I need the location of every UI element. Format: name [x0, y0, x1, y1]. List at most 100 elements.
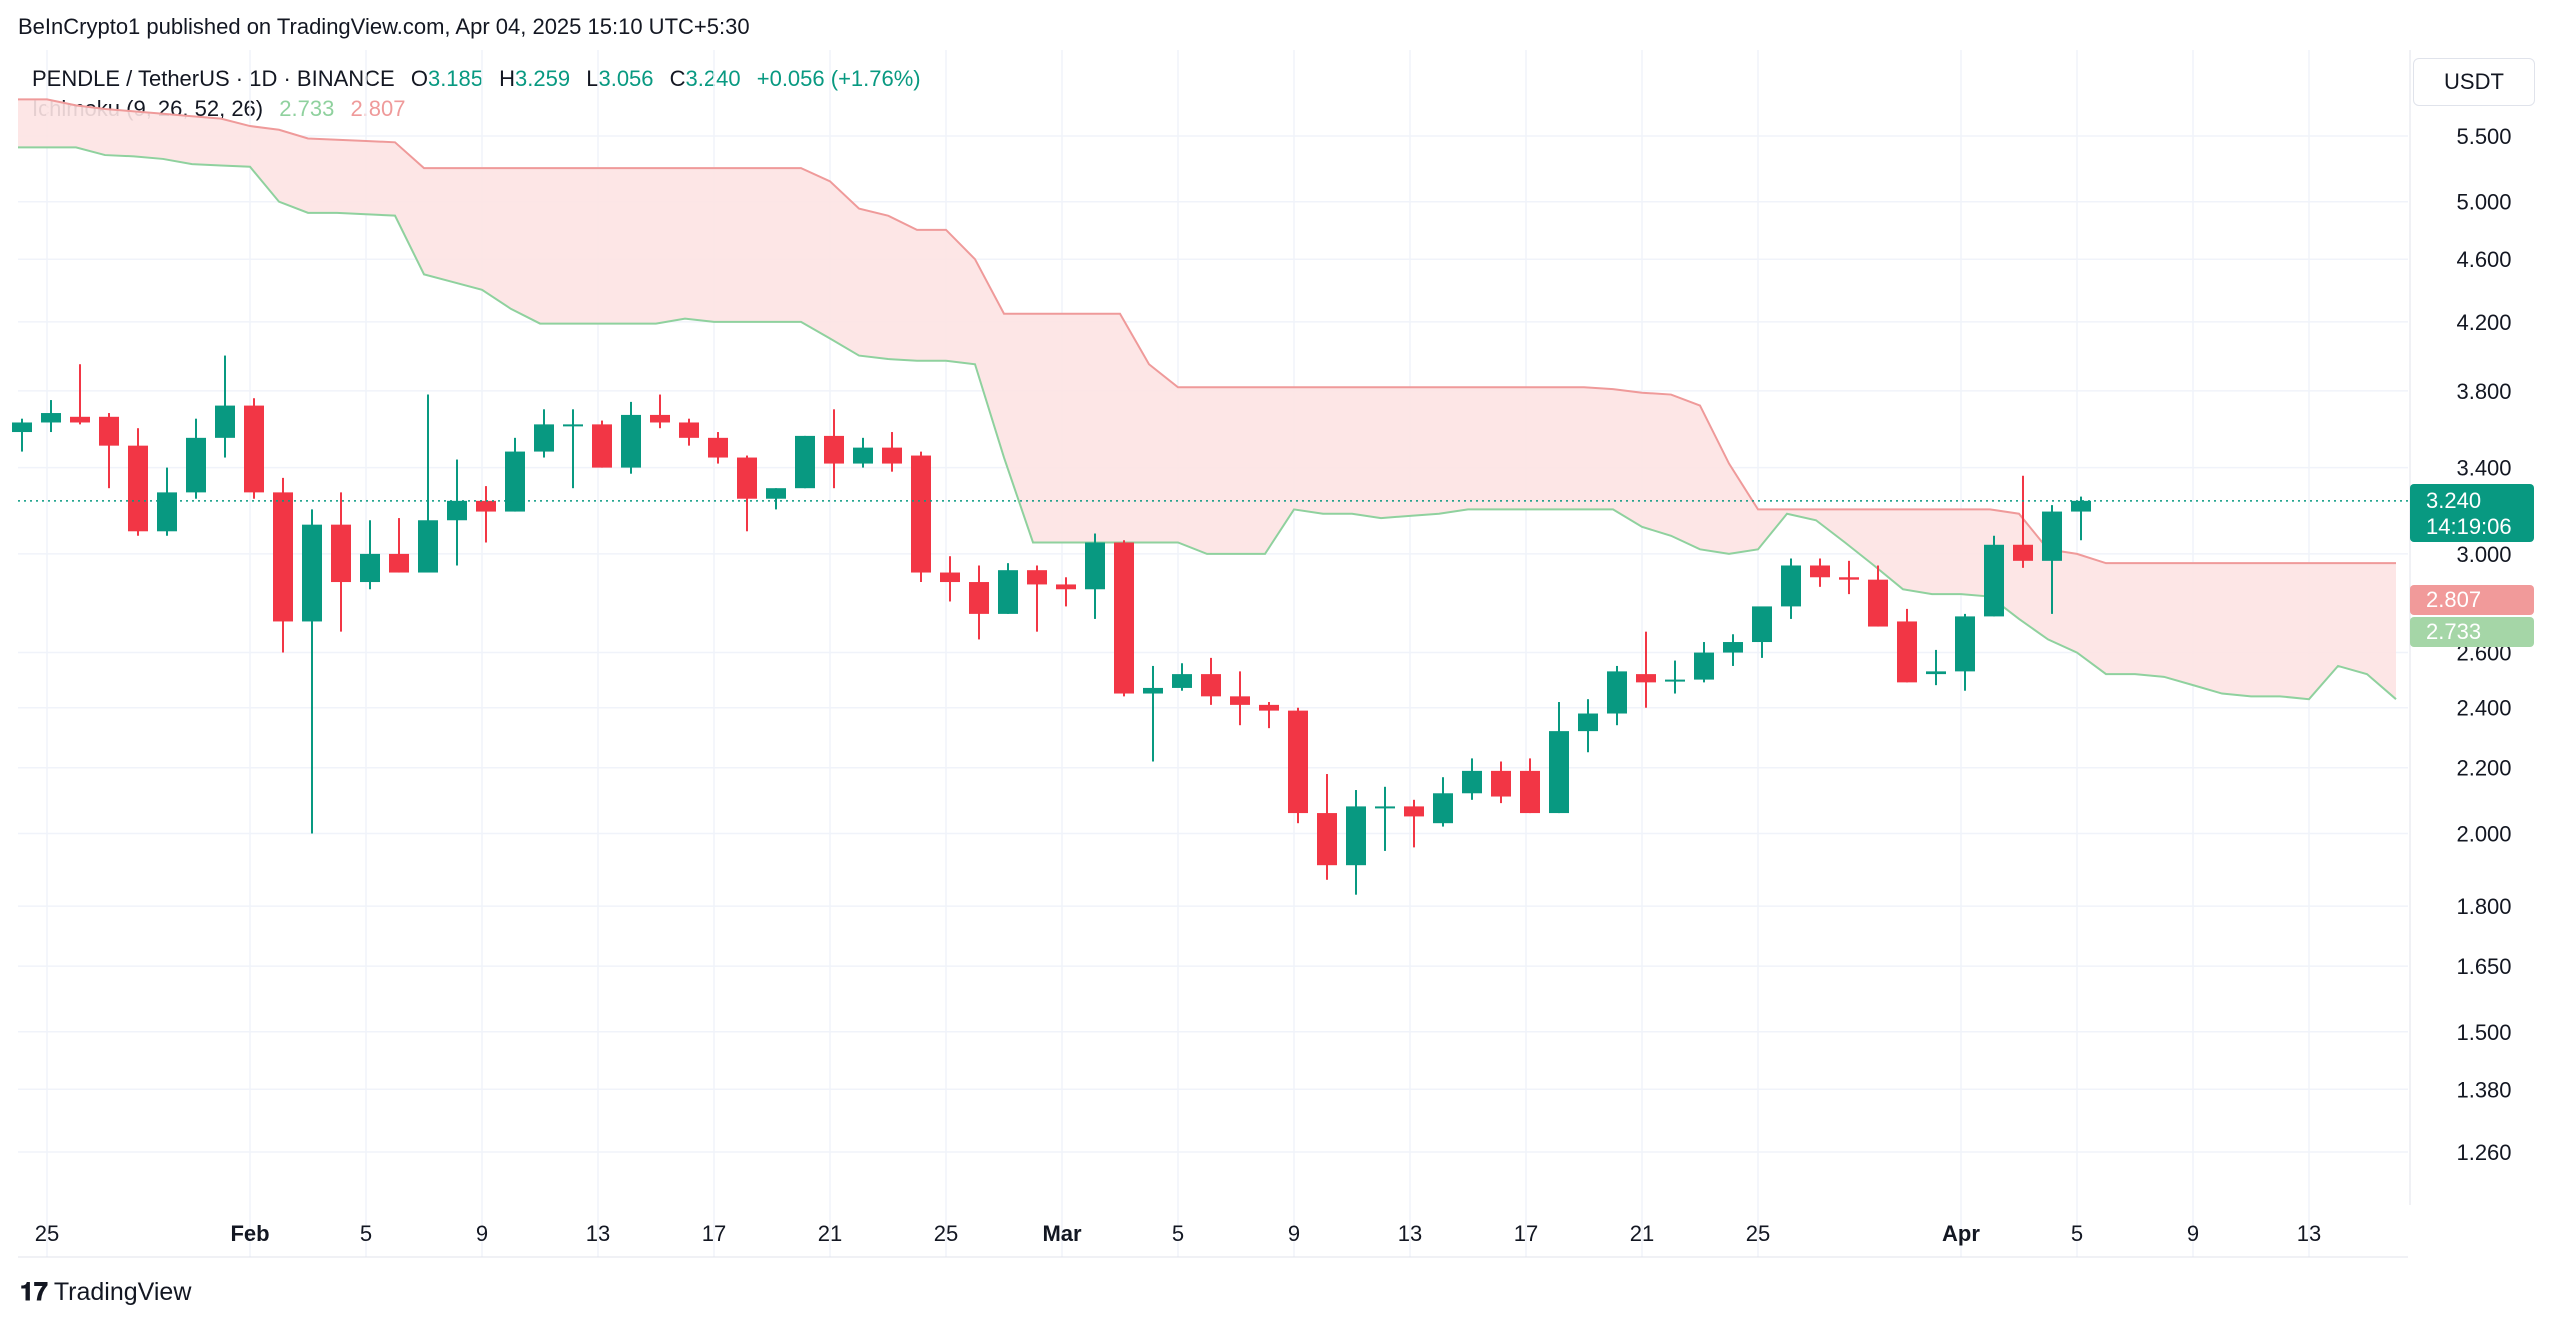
candle-down	[70, 364, 90, 425]
candle-up	[2071, 496, 2091, 541]
candle-body	[389, 553, 409, 573]
candle-body	[1520, 770, 1540, 814]
candle-down	[128, 428, 148, 536]
candle-body	[215, 405, 235, 438]
candle-down	[708, 432, 728, 464]
tv-logo-icon: 𝟏𝟕	[20, 1278, 48, 1306]
last-price-tag: 3.240 14:19:06	[2410, 484, 2534, 542]
candle-body	[940, 572, 960, 583]
candle-body	[12, 422, 32, 433]
candle-down	[592, 420, 612, 468]
bar-countdown: 14:19:06	[2426, 514, 2512, 539]
time-tick-label: 25	[934, 1221, 958, 1246]
cloud-lower-tag: 2.733	[2410, 617, 2534, 647]
candle-body	[128, 445, 148, 532]
candle-body	[853, 447, 873, 464]
cloud-lower-value: 2.733	[2426, 619, 2482, 644]
price-tick-label: 1.650	[2456, 954, 2511, 979]
candle-body	[650, 414, 670, 423]
candle-down	[1027, 565, 1047, 632]
candle-body	[1056, 584, 1076, 590]
candle-up	[505, 437, 525, 512]
candle-down	[1897, 608, 1917, 683]
candle-body	[1549, 731, 1569, 814]
senkou-span-b-line	[18, 98, 2396, 565]
ichimoku-cloud	[18, 98, 2397, 701]
candle-up	[1346, 790, 1366, 895]
time-tick-label: 13	[1398, 1221, 1422, 1246]
candle-body	[1491, 770, 1511, 797]
candle-down	[1868, 565, 1888, 627]
candle-up	[1752, 606, 1772, 658]
price-tick-label: 1.500	[2456, 1020, 2511, 1045]
candle-body	[1433, 793, 1453, 824]
candle-down	[911, 451, 931, 583]
price-tick-label: 1.260	[2456, 1140, 2511, 1165]
candle-body	[1781, 565, 1801, 607]
brand-name: TradingView	[53, 1278, 192, 1306]
candle-up	[1172, 663, 1192, 691]
candle-down	[1056, 577, 1076, 607]
symbol-name: PENDLE / TetherUS · 1D · BINANCE	[32, 66, 395, 91]
candle-body	[186, 437, 206, 493]
open-value: 3.185	[427, 66, 484, 91]
candle-body	[505, 451, 525, 512]
high-label: H	[499, 66, 516, 91]
candle-body	[99, 416, 119, 446]
price-tick-label: 4.600	[2456, 247, 2511, 272]
candle-up	[1926, 649, 1946, 686]
candle-body	[1201, 674, 1221, 697]
candle-down	[1404, 799, 1424, 848]
close-value: 3.240	[685, 66, 741, 91]
price-tick-label: 5.000	[2456, 190, 2511, 215]
candles	[12, 355, 2091, 895]
price-tick-label: 2.400	[2456, 696, 2511, 721]
time-tick-label: 17	[1514, 1221, 1538, 1246]
candle-down	[1288, 707, 1308, 824]
time-tick-label: 9	[476, 1221, 488, 1246]
candle-up	[186, 418, 206, 499]
candle-down	[99, 413, 119, 489]
candle-body	[331, 524, 351, 583]
price-tick-label: 1.380	[2456, 1077, 2511, 1102]
candle-body	[592, 424, 612, 468]
close-label: C	[669, 66, 686, 91]
candle-body	[244, 405, 264, 493]
candle-up	[1433, 777, 1453, 827]
currency-button[interactable]: USDT	[2413, 58, 2535, 106]
time-tick-label: Mar	[1042, 1221, 1082, 1246]
candle-up	[1984, 535, 2004, 617]
candle-up	[534, 409, 554, 458]
candle-body	[1984, 544, 2004, 617]
candle-up	[621, 401, 641, 474]
time-tick-label: 21	[818, 1221, 842, 1246]
grid	[18, 50, 2408, 1257]
candle-body	[273, 492, 293, 622]
price-tick-label: 1.800	[2456, 894, 2511, 919]
candle-body	[1665, 679, 1685, 682]
candle-up	[1578, 699, 1598, 753]
candle-up	[1143, 665, 1163, 762]
candle-down	[1259, 702, 1279, 729]
candle-down	[882, 432, 902, 472]
candle-up	[302, 509, 322, 834]
candle-up	[1375, 786, 1395, 851]
candle-up	[563, 409, 583, 489]
candle-up	[1723, 634, 1743, 666]
tradingview-logo[interactable]: 𝟏𝟕 TradingView	[20, 1278, 191, 1307]
candle-down	[1230, 671, 1250, 726]
candle-body	[911, 455, 931, 573]
time-tick-label: 21	[1630, 1221, 1654, 1246]
candle-down	[1636, 631, 1656, 708]
candle-up	[795, 435, 815, 489]
time-tick-label: 9	[2187, 1221, 2199, 1246]
time-tick-label: Feb	[230, 1221, 269, 1246]
candle-body	[1723, 642, 1743, 653]
candle-up	[1462, 758, 1482, 800]
candle-down	[969, 565, 989, 640]
candle-up	[360, 520, 380, 590]
candle-body	[41, 413, 61, 423]
candle-down	[1491, 761, 1511, 804]
candle-body	[1897, 621, 1917, 683]
